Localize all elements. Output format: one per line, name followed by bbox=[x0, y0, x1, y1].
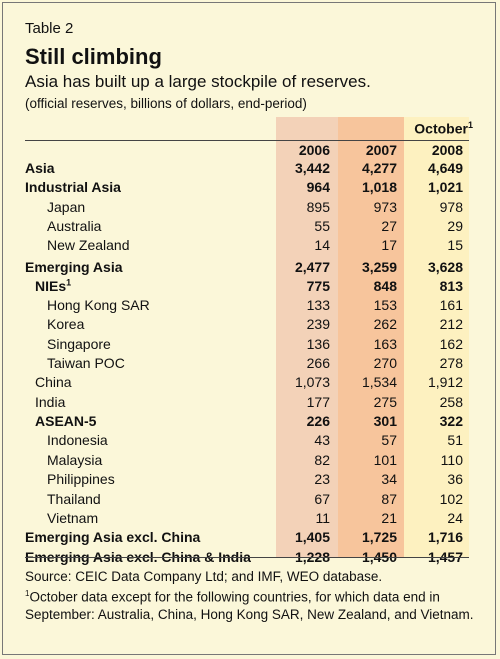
footer-rule bbox=[25, 557, 469, 558]
table-subtitle: Asia has built up a large stockpile of r… bbox=[25, 72, 371, 91]
source-note: Source: CEIC Data Company Ltd; and IMF, … bbox=[25, 568, 475, 623]
source-line: Source: CEIC Data Company Ltd; and IMF, … bbox=[25, 569, 383, 584]
table-row-singapore: Singapore 136 163 162 bbox=[47, 335, 463, 352]
header-rule bbox=[25, 140, 469, 141]
table-row-emerging-asia-excl-china: Emerging Asia excl. China 1,405 1,725 1,… bbox=[25, 529, 463, 546]
table-row-industrial-asia: Industrial Asia 964 1,018 1,021 bbox=[25, 179, 463, 196]
table-row-thailand: Thailand 67 87 102 bbox=[47, 490, 463, 507]
column-header-2008: 2008 bbox=[431, 142, 463, 158]
table-row-new-zealand: New Zealand 14 17 15 bbox=[47, 237, 463, 254]
table-row-philippines: Philippines 23 34 36 bbox=[47, 471, 463, 488]
table-row-emerging-asia-excl-china-india: Emerging Asia excl. China & India 1,228 … bbox=[25, 548, 463, 565]
table-row-emerging-asia: Emerging Asia 2,477 3,259 3,628 bbox=[25, 258, 463, 275]
table-row-india: India 177 275 258 bbox=[35, 393, 463, 410]
table-row-china: China 1,073 1,534 1,912 bbox=[35, 374, 463, 391]
table-row-japan: Japan 895 973 978 bbox=[47, 198, 463, 215]
column-shade-2008 bbox=[404, 117, 469, 557]
column-header-2006: 2006 bbox=[298, 142, 330, 158]
footnote: 1October data except for the following c… bbox=[25, 589, 474, 622]
table-units-note: (official reserves, billions of dollars,… bbox=[25, 96, 307, 111]
column-header-october: October1 bbox=[414, 120, 473, 137]
table-row-hong-kong-sar: Hong Kong SAR 133 153 161 bbox=[47, 297, 463, 314]
table-row-korea: Korea 239 262 212 bbox=[47, 316, 463, 333]
table-row-taiwan-poc: Taiwan POC 266 270 278 bbox=[47, 355, 463, 372]
table-row-nies: NIEs1 775 848 813 bbox=[35, 277, 463, 294]
table-title: Still climbing bbox=[25, 44, 162, 69]
column-shade-2006 bbox=[276, 117, 338, 557]
table-row-australia: Australia 55 27 29 bbox=[47, 218, 463, 235]
table-frame bbox=[2, 2, 496, 655]
column-header-2007: 2007 bbox=[365, 142, 397, 158]
table-number: Table 2 bbox=[25, 20, 74, 37]
table-row-asean-5: ASEAN-5 226 301 322 bbox=[35, 413, 463, 430]
table-row-indonesia: Indonesia 43 57 51 bbox=[47, 432, 463, 449]
table-row-asia: Asia 3,442 4,277 4,649 bbox=[25, 160, 463, 176]
table-row-vietnam: Vietnam 11 21 24 bbox=[47, 509, 463, 526]
table-row-malaysia: Malaysia 82 101 110 bbox=[47, 451, 463, 468]
table-body: Asia 3,442 4,277 4,649 Industrial Asia 9… bbox=[0, 159, 500, 567]
column-shade-2007 bbox=[338, 117, 404, 557]
